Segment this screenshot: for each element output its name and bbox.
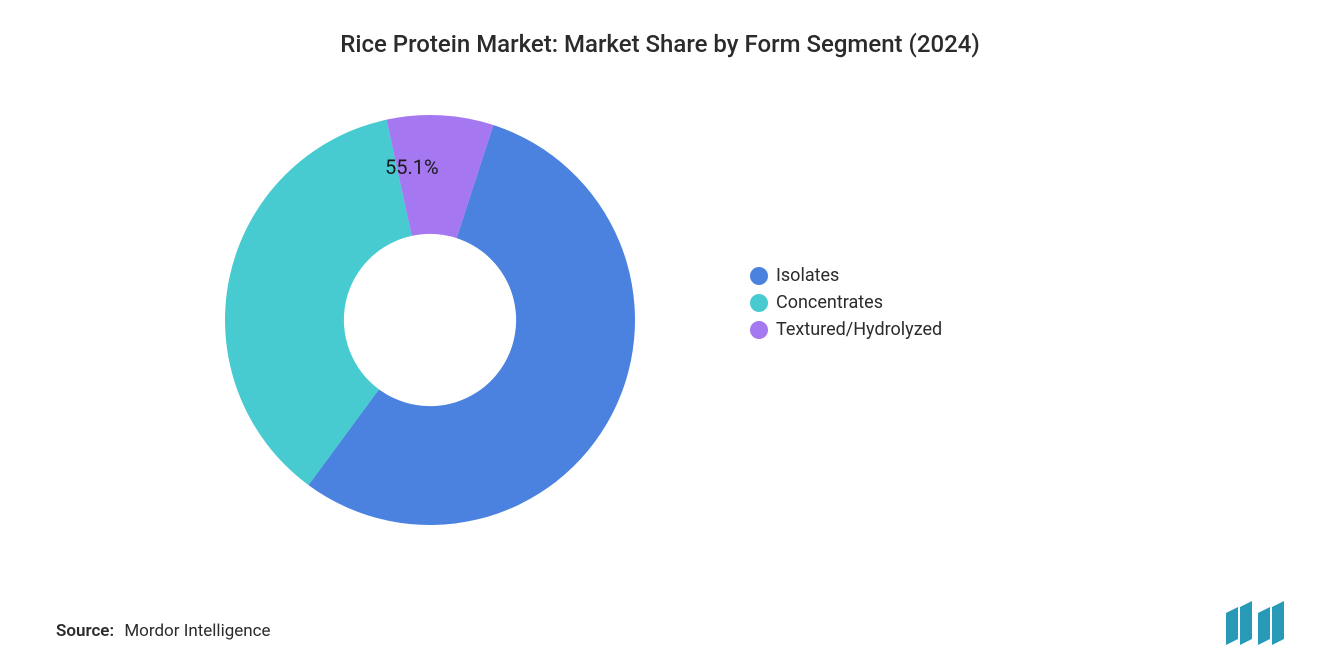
brand-logo bbox=[1224, 601, 1288, 645]
logo-bar bbox=[1258, 607, 1270, 645]
legend-item-textured-hydrolyzed: Textured/Hydrolyzed bbox=[750, 319, 942, 340]
legend-swatch bbox=[750, 267, 768, 285]
legend: Isolates Concentrates Textured/Hydrolyzed bbox=[750, 265, 942, 340]
chart-title: Rice Protein Market: Market Share by For… bbox=[0, 30, 1320, 58]
legend-swatch bbox=[750, 294, 768, 312]
legend-item-isolates: Isolates bbox=[750, 265, 942, 286]
logo-bar bbox=[1272, 601, 1284, 645]
donut-chart: 55.1% bbox=[215, 105, 645, 535]
source-label: Source: bbox=[56, 621, 114, 641]
slice-label-isolates: 55.1% bbox=[385, 155, 439, 179]
legend-label: Isolates bbox=[776, 265, 839, 286]
legend-label: Concentrates bbox=[776, 292, 883, 313]
logo-bar bbox=[1226, 607, 1238, 645]
legend-label: Textured/Hydrolyzed bbox=[776, 319, 942, 340]
logo-bar bbox=[1240, 601, 1252, 645]
source-attribution: Source: Mordor Intelligence bbox=[56, 621, 271, 641]
legend-swatch bbox=[750, 321, 768, 339]
legend-item-concentrates: Concentrates bbox=[750, 292, 942, 313]
source-value: Mordor Intelligence bbox=[124, 621, 270, 641]
